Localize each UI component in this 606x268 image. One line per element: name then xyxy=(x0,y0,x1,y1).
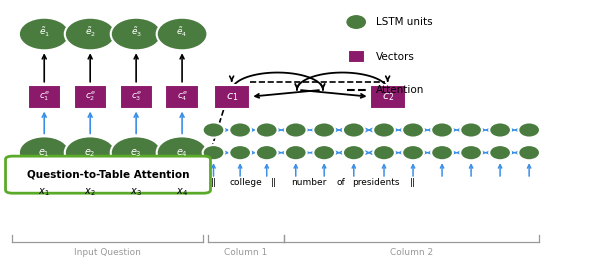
FancyBboxPatch shape xyxy=(5,156,210,193)
Ellipse shape xyxy=(343,122,365,137)
Ellipse shape xyxy=(402,145,424,160)
Text: presidents: presidents xyxy=(352,178,399,187)
Ellipse shape xyxy=(373,122,395,137)
Text: Attention: Attention xyxy=(376,85,424,95)
FancyBboxPatch shape xyxy=(214,85,250,109)
Text: Column 2: Column 2 xyxy=(390,248,433,257)
Text: of: of xyxy=(337,178,345,187)
Ellipse shape xyxy=(345,14,367,30)
Ellipse shape xyxy=(19,18,70,50)
Text: $c_4^e$: $c_4^e$ xyxy=(176,90,188,103)
Ellipse shape xyxy=(202,145,224,160)
Ellipse shape xyxy=(489,122,511,137)
Text: $\tilde{e}_3$: $\tilde{e}_3$ xyxy=(130,25,142,39)
Ellipse shape xyxy=(460,122,482,137)
Text: ||: || xyxy=(210,178,216,187)
Ellipse shape xyxy=(285,145,307,160)
Text: ||: || xyxy=(410,178,416,187)
Ellipse shape xyxy=(518,122,540,137)
Text: $c_3^e$: $c_3^e$ xyxy=(131,90,142,103)
Text: $e_4$: $e_4$ xyxy=(176,147,188,159)
FancyBboxPatch shape xyxy=(119,85,153,109)
Text: $c_1^e$: $c_1^e$ xyxy=(39,90,50,103)
Text: $\tilde{e}_1$: $\tilde{e}_1$ xyxy=(39,25,50,39)
Text: $\tilde{e}_2$: $\tilde{e}_2$ xyxy=(85,25,96,39)
Ellipse shape xyxy=(111,136,162,169)
Text: $c_2$: $c_2$ xyxy=(382,91,394,103)
Ellipse shape xyxy=(256,145,278,160)
Ellipse shape xyxy=(489,145,511,160)
Text: number: number xyxy=(291,178,327,187)
Ellipse shape xyxy=(65,18,116,50)
Text: Input Question: Input Question xyxy=(74,248,141,257)
Ellipse shape xyxy=(460,145,482,160)
Ellipse shape xyxy=(313,145,335,160)
Text: Vectors: Vectors xyxy=(376,52,415,62)
Ellipse shape xyxy=(256,122,278,137)
Ellipse shape xyxy=(431,122,453,137)
Ellipse shape xyxy=(518,145,540,160)
Ellipse shape xyxy=(19,136,70,169)
Text: $e_1$: $e_1$ xyxy=(38,147,50,159)
FancyBboxPatch shape xyxy=(73,85,107,109)
Text: LSTM units: LSTM units xyxy=(376,17,432,27)
Ellipse shape xyxy=(402,122,424,137)
Ellipse shape xyxy=(157,18,207,50)
Text: $x_4$: $x_4$ xyxy=(176,186,188,198)
Ellipse shape xyxy=(343,145,365,160)
Text: Question-to-Table Attention: Question-to-Table Attention xyxy=(27,170,189,180)
Ellipse shape xyxy=(202,122,224,137)
FancyBboxPatch shape xyxy=(370,85,406,109)
Text: $c_1$: $c_1$ xyxy=(226,91,238,103)
Text: $x_1$: $x_1$ xyxy=(38,186,50,198)
FancyBboxPatch shape xyxy=(348,50,365,63)
FancyBboxPatch shape xyxy=(28,85,61,109)
Text: $e_2$: $e_2$ xyxy=(84,147,96,159)
Text: Column 1: Column 1 xyxy=(224,248,267,257)
Ellipse shape xyxy=(157,136,207,169)
Ellipse shape xyxy=(65,136,116,169)
Text: ||: || xyxy=(271,178,277,187)
Ellipse shape xyxy=(431,145,453,160)
Ellipse shape xyxy=(111,18,162,50)
Text: college: college xyxy=(229,178,262,187)
Ellipse shape xyxy=(229,145,251,160)
Text: $\tilde{e}_4$: $\tilde{e}_4$ xyxy=(176,25,188,39)
Ellipse shape xyxy=(285,122,307,137)
Text: $c_2^e$: $c_2^e$ xyxy=(85,90,96,103)
FancyBboxPatch shape xyxy=(165,85,199,109)
Ellipse shape xyxy=(373,145,395,160)
Text: $x_2$: $x_2$ xyxy=(84,186,96,198)
Ellipse shape xyxy=(229,122,251,137)
Text: $e_3$: $e_3$ xyxy=(130,147,142,159)
Text: $x_3$: $x_3$ xyxy=(130,186,142,198)
Ellipse shape xyxy=(313,122,335,137)
